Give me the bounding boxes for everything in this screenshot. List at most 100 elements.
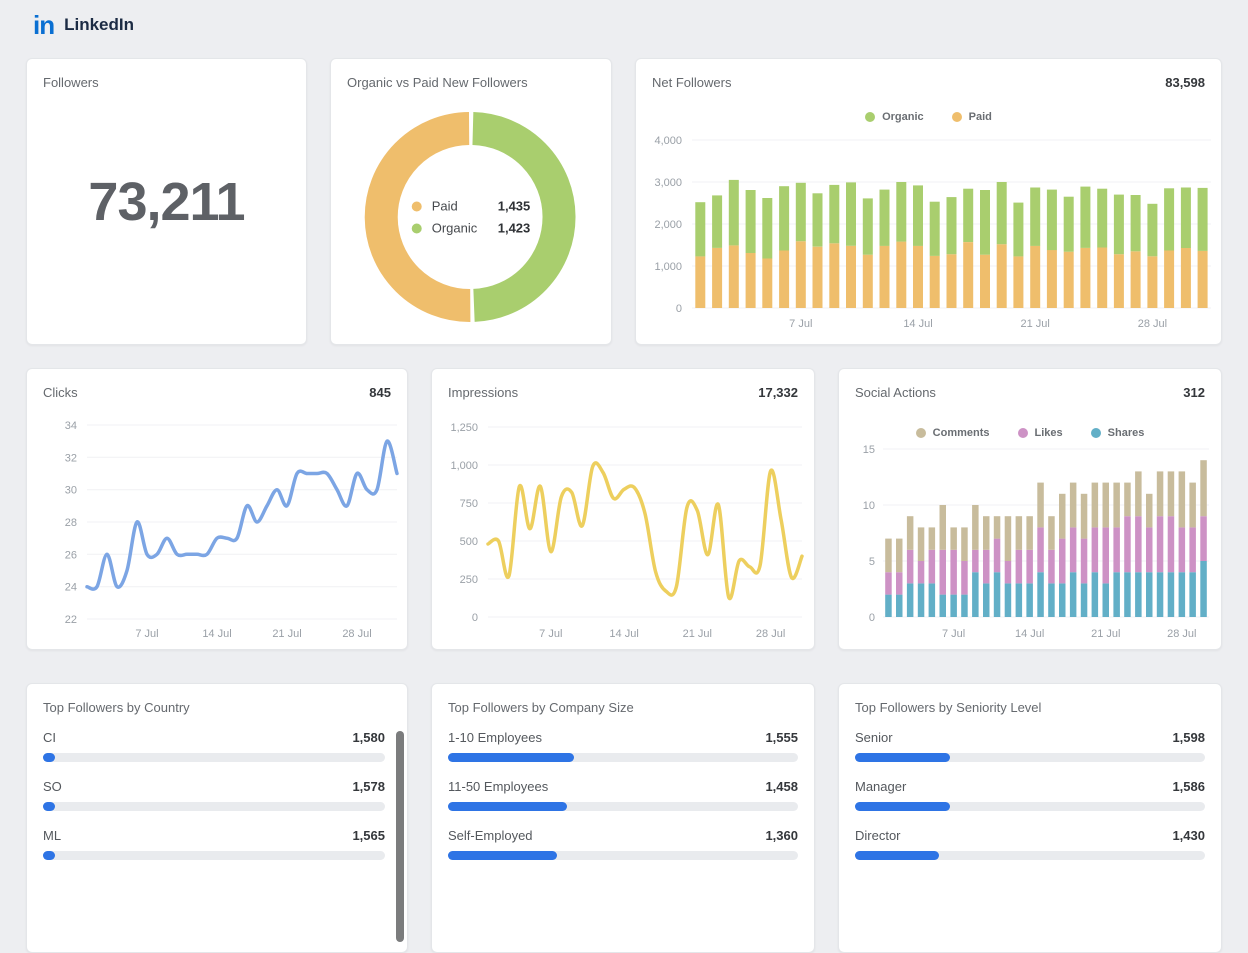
svg-text:28 Jul: 28 Jul: [342, 628, 371, 640]
list-item: 11-50 Employees 1,458: [448, 779, 798, 811]
svg-text:0: 0: [676, 303, 682, 315]
item-value: 1,586: [1172, 779, 1205, 794]
seniority-list: Senior 1,598 Manager 1,586 Director 1,430: [839, 715, 1221, 860]
list-item: Manager 1,586: [855, 779, 1205, 811]
svg-text:1,000: 1,000: [654, 261, 682, 273]
progress-fill: [448, 753, 574, 762]
legend-dot-icon: [411, 201, 422, 211]
legend-dot-icon: [1017, 428, 1028, 438]
svg-text:21 Jul: 21 Jul: [1021, 318, 1050, 330]
item-label: 1-10 Employees: [448, 730, 542, 745]
svg-text:1,000: 1,000: [450, 460, 478, 472]
svg-text:28 Jul: 28 Jul: [1167, 628, 1196, 640]
svg-text:28 Jul: 28 Jul: [756, 628, 785, 640]
item-label: Senior: [855, 730, 893, 745]
legend-item: Comments: [915, 427, 990, 439]
svg-text:250: 250: [460, 574, 478, 586]
net-followers-chart: 0 1,000 2,000 3,000 4,000 7 Jul 14 Jul 21 Jul 28…: [654, 135, 1211, 330]
svg-text:28 Jul: 28 Jul: [1138, 318, 1167, 330]
card-title: Clicks: [43, 385, 78, 400]
svg-text:0: 0: [869, 612, 875, 624]
company-size-list: 1-10 Employees 1,555 11-50 Employees 1,458 S…: [432, 715, 814, 860]
legend-dot-icon: [951, 112, 962, 122]
list-item: Self-Employed 1,360: [448, 828, 798, 860]
scrollbar[interactable]: [396, 731, 404, 942]
list-item: Director 1,430: [855, 828, 1205, 860]
legend-dot-icon: [915, 428, 926, 438]
progress-fill: [448, 802, 567, 811]
legend-item: Shares: [1090, 427, 1144, 439]
progress-track: [448, 753, 798, 762]
item-label: 11-50 Employees: [448, 779, 549, 794]
legend-label: Comments: [932, 427, 990, 439]
card-title: Top Followers by Company Size: [448, 700, 634, 715]
svg-text:4,000: 4,000: [654, 135, 682, 147]
card-value: 845: [369, 385, 391, 400]
social-actions-card: Social Actions 312 Comments Likes Shares 0…: [838, 368, 1222, 650]
svg-text:2,000: 2,000: [654, 219, 682, 231]
item-label: Self-Employed: [448, 828, 533, 843]
social-actions-chart: 0 5 10 15 7 Jul 14 Jul 21 Jul 28 Jul: [863, 444, 1209, 640]
top-company-size-card: Top Followers by Company Size 1-10 Emplo…: [431, 683, 815, 953]
item-label: ML: [43, 828, 62, 843]
item-label: Manager: [855, 779, 907, 794]
svg-text:30: 30: [65, 485, 77, 497]
progress-fill: [43, 802, 55, 811]
legend-label: Likes: [1034, 427, 1063, 439]
card-title: Net Followers: [652, 75, 732, 90]
progress-fill: [855, 802, 950, 811]
svg-text:0: 0: [472, 612, 478, 624]
svg-text:28: 28: [65, 517, 77, 529]
svg-text:500: 500: [460, 536, 478, 548]
progress-fill: [448, 851, 557, 860]
net-followers-card: Net Followers 83,598 Organic Paid 0 1,000 2…: [635, 58, 1222, 345]
card-value: 83,598: [1165, 75, 1205, 90]
legend-item: Likes: [1017, 427, 1063, 439]
svg-text:26: 26: [65, 549, 77, 561]
impressions-card: Impressions 17,332 0 250 500 750 1,000 1,250 7…: [431, 368, 815, 650]
svg-text:14 Jul: 14 Jul: [202, 628, 231, 640]
progress-track: [855, 802, 1205, 811]
svg-text:3,000: 3,000: [654, 177, 682, 189]
impressions-chart: 0 250 500 750 1,000 1,250 7 Jul 14 Jul 21 Jul 28 …: [450, 422, 804, 640]
organic-vs-paid-card: Organic vs Paid New Followers Paid 1,435…: [330, 58, 612, 345]
svg-text:5: 5: [869, 556, 875, 568]
svg-text:21 Jul: 21 Jul: [683, 628, 712, 640]
progress-fill: [855, 753, 950, 762]
list-item: Senior 1,598: [855, 730, 1205, 762]
list-item: CI 1,580: [43, 730, 385, 762]
item-value: 1,578: [352, 779, 385, 794]
legend-label: Organic: [431, 220, 478, 236]
legend-label: Organic: [882, 111, 924, 123]
card-title: Top Followers by Seniority Level: [855, 700, 1042, 715]
legend-item: Paid 1,435: [411, 198, 530, 214]
card-title: Impressions: [448, 385, 519, 400]
top-country-card: Top Followers by Country CI 1,580 SO 1,578 M…: [26, 683, 408, 953]
progress-fill: [43, 851, 55, 860]
item-value: 1,430: [1172, 828, 1205, 843]
svg-text:7 Jul: 7 Jul: [942, 628, 965, 640]
item-value: 1,555: [765, 730, 798, 745]
svg-text:21 Jul: 21 Jul: [272, 628, 301, 640]
donut-chart: [364, 112, 576, 323]
item-value: 1,565: [352, 828, 385, 843]
card-title: Social Actions: [855, 385, 936, 400]
legend-label: Paid: [431, 198, 458, 214]
svg-text:22: 22: [65, 614, 77, 626]
progress-track: [43, 851, 385, 860]
followers-total: 73,211: [88, 171, 245, 232]
svg-text:1,250: 1,250: [450, 422, 478, 434]
country-list: CI 1,580 SO 1,578 ML 1,565: [27, 715, 407, 860]
item-value: 1,580: [352, 730, 385, 745]
progress-track: [448, 802, 798, 811]
progress-track: [43, 753, 385, 762]
svg-text:14 Jul: 14 Jul: [609, 628, 638, 640]
clicks-card: Clicks 845 22 24 26 28 30 32 34 7 Jul 14 Jul 21 J…: [26, 368, 408, 650]
progress-track: [43, 802, 385, 811]
legend-label: Paid: [968, 111, 992, 123]
legend-item: Organic 1,423: [411, 220, 530, 236]
followers-card: Followers 73,211: [26, 58, 307, 345]
card-title: Top Followers by Country: [43, 700, 190, 715]
card-value: 17,332: [758, 385, 798, 400]
legend-item: Organic: [865, 111, 924, 123]
